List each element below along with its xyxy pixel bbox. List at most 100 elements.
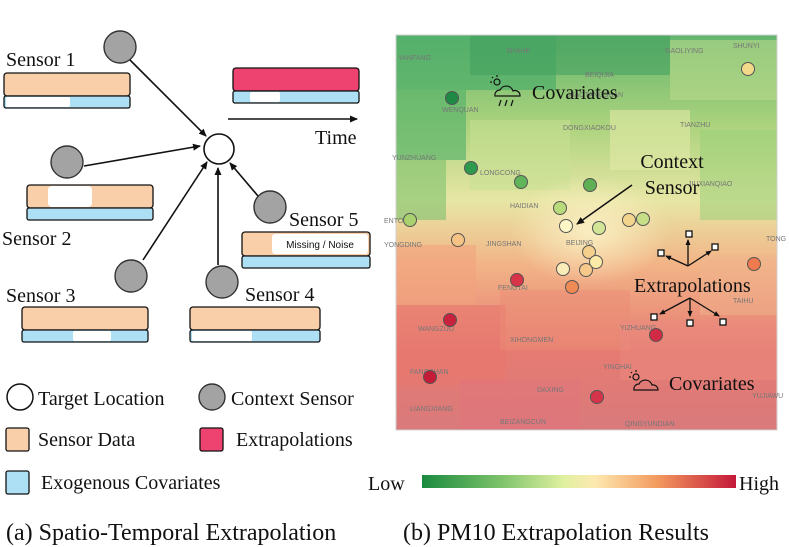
heat-patch [700, 255, 777, 315]
context-sensor-4 [205, 265, 239, 299]
place-name: WENQUAN [442, 107, 479, 114]
place-name: YINGHAI [603, 364, 632, 371]
place-name: TIANZHU [680, 122, 710, 129]
place-name: JIUXIANQIAO [688, 181, 733, 188]
legend-sensor-data-label: Sensor Data [38, 429, 135, 451]
place-name: TONG [766, 236, 786, 243]
edges [83, 59, 358, 265]
sensor-5-missing-region [272, 234, 368, 254]
place-name: YONGDING [384, 242, 422, 249]
sensor-dot [423, 370, 437, 384]
sensor-1-label: Sensor 1 [6, 49, 75, 71]
legend-sensor-data-swatch [5, 427, 30, 452]
place-name: FENGTAI [498, 285, 528, 292]
place-name: QINGYUNDIAN [625, 421, 674, 428]
place-name: SHUNYI [733, 43, 760, 50]
context-sensor-nodes [50, 30, 287, 299]
legend: Target Location Context Sensor Sensor Da… [5, 383, 354, 495]
place-name: JINGSHAN [486, 241, 521, 248]
sensor-dots [403, 62, 761, 404]
place-name: HAIDIAN [510, 203, 538, 210]
sensor-dot [741, 62, 755, 76]
sensor-3-data-bar [21, 306, 149, 331]
sensor-5-covariate-bar [241, 255, 371, 269]
extrapolations-map-label: Extrapolations [634, 275, 751, 297]
time-label: Time [315, 127, 357, 149]
context-annotation-line2: Sensor [645, 177, 700, 199]
sensor-dot [451, 233, 465, 247]
edge-context-1 [129, 59, 207, 137]
legend-covariate-label: Exogenous Covariates [41, 472, 221, 494]
caption-a: (a) Spatio-Temporal Extrapolation [6, 520, 336, 546]
place-name: LIANGXIANG [410, 406, 453, 413]
heat-patch [396, 160, 446, 220]
sensor-dot [636, 212, 650, 226]
place-name: GAOLIYING [665, 48, 704, 55]
extrapolation-bar [232, 67, 360, 92]
sensor-dot [514, 175, 528, 189]
heat-patch [396, 245, 476, 305]
place-name: ENTOU [384, 218, 408, 225]
sensor-2-label: Sensor 2 [2, 228, 71, 250]
legend-context-label: Context Sensor [231, 388, 354, 410]
place-name: YANFANG [398, 55, 431, 62]
place-name: YUNZHUANG [392, 155, 436, 162]
place-name: BEIZANGCUN [500, 419, 546, 426]
place-name: YIZHUANG [620, 325, 656, 332]
place-name: BEIQIJIA [585, 72, 614, 79]
panel-a: Sensor 1 Sensor 2 Sensor 3 Sensor 4 Sens… [2, 30, 371, 546]
sensor-4-data-bar [189, 306, 321, 331]
colorbar [422, 475, 736, 488]
place-name: DONGXIAOKOU [563, 125, 616, 132]
covariates-bottom-label: Covariates [669, 373, 755, 395]
map-frame [395, 34, 778, 431]
missing-noise-label: Missing / Noise [286, 240, 354, 251]
cloud-sun-icon [629, 370, 659, 391]
heat-center [510, 175, 670, 285]
legend-context-marker [198, 383, 226, 411]
sensor-dot [579, 263, 593, 277]
context-sensor-3 [114, 259, 148, 293]
covariates-top-label: Covariates [532, 82, 618, 104]
heat-patch [670, 40, 777, 100]
sensor-dot [589, 255, 603, 269]
legend-extrapolation-swatch [199, 427, 224, 452]
panel-b: SHAHE GAOLIYING SHUNYI YANFANG BEIQIJIA … [368, 34, 786, 546]
place-name: WANGZUO [418, 326, 455, 333]
sensor-dot [649, 328, 663, 342]
sensor-3-missing-gap [73, 331, 111, 341]
sensor-dot [556, 262, 570, 276]
place-names: SHAHE GAOLIYING SHUNYI YANFANG BEIQIJIA … [384, 43, 786, 428]
sensor-dot [553, 201, 567, 215]
sensor-3-label: Sensor 3 [6, 285, 75, 307]
heat-patch [470, 35, 670, 75]
heat-patch [460, 380, 580, 430]
sensor-dot [622, 213, 636, 227]
place-name: YUJIAWU [752, 393, 783, 400]
sensor-dot [565, 280, 579, 294]
legend-covariate-swatch [5, 470, 30, 495]
place-name: BEIJING [566, 240, 593, 247]
sensor-dot [582, 245, 596, 259]
extrapolation-missing-gap [250, 92, 280, 102]
sensor-4-label: Sensor 4 [245, 284, 314, 306]
colorbar-low-label: Low [368, 473, 405, 495]
sensor-dot [445, 91, 459, 105]
place-name: TAIHU [733, 298, 753, 305]
sensor-dot [590, 390, 604, 404]
sensor-dot [592, 221, 606, 235]
colorbar-high-label: High [739, 473, 779, 495]
place-name: XIAOTANGSHAN [568, 92, 623, 99]
target-location-node [203, 133, 235, 165]
edge-context-2 [83, 143, 201, 167]
extrapolation-glyph-top [657, 230, 719, 267]
legend-extrapolation-label: Extrapolations [236, 429, 353, 451]
sensor-5-label: Sensor 5 [289, 209, 358, 231]
sensor-4-missing-gap [192, 331, 252, 341]
place-name: XIHONGMEN [510, 337, 553, 344]
sensor-2-covariate-bar [26, 207, 154, 221]
place-name: LONGCONG [480, 170, 521, 177]
sensor-dot [583, 178, 597, 192]
pm10-heatmap [396, 35, 777, 430]
